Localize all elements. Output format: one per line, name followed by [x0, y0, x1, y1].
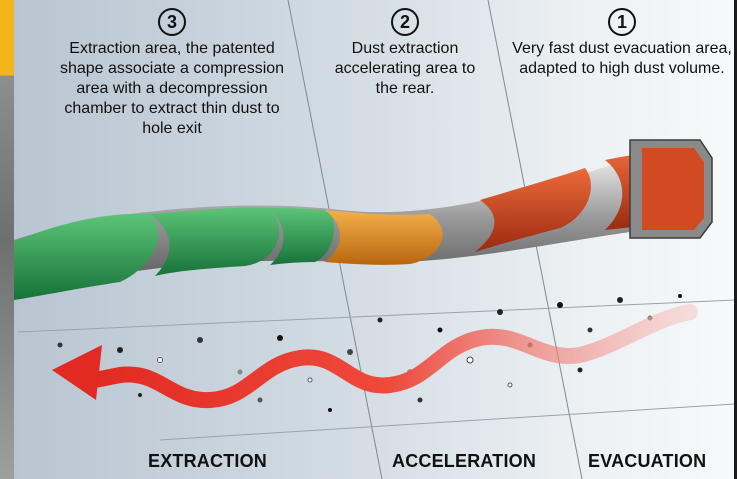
step-1-text: Very fast dust evacuation area, adapted …: [512, 40, 732, 77]
dust-flow-arrow: [52, 304, 698, 409]
zone-label-acceleration: ACCELERATION: [392, 451, 537, 471]
acceleration-flute: [325, 210, 443, 265]
step-3-caption: 3 Extraction area, the patented shape as…: [52, 8, 292, 139]
step-3-text: Extraction area, the patented shape asso…: [59, 40, 285, 137]
step-2-caption: 2 Dust extraction accelerating area to t…: [325, 8, 485, 99]
evacuation-flute: [475, 168, 591, 252]
step-2-badge: 2: [391, 8, 419, 36]
floor-line-lower: [159, 403, 736, 441]
step-2-text: Dust extraction accelerating area to the…: [334, 40, 476, 97]
step-3-badge: 3: [158, 8, 186, 36]
floor-line: [17, 299, 736, 333]
step-1-caption: 1 Very fast dust evacuation area, adapte…: [512, 8, 732, 79]
right-edge: [734, 0, 737, 479]
zone-label-extraction: EXTRACTION: [148, 451, 267, 471]
drill-bit: [14, 139, 713, 300]
left-photo-strip: [0, 0, 14, 479]
step-1-badge: 1: [608, 8, 636, 36]
zone-label-evacuation: EVACUATION: [588, 451, 707, 471]
extraction-flute: [14, 213, 159, 300]
dust-particles: [57, 294, 682, 412]
